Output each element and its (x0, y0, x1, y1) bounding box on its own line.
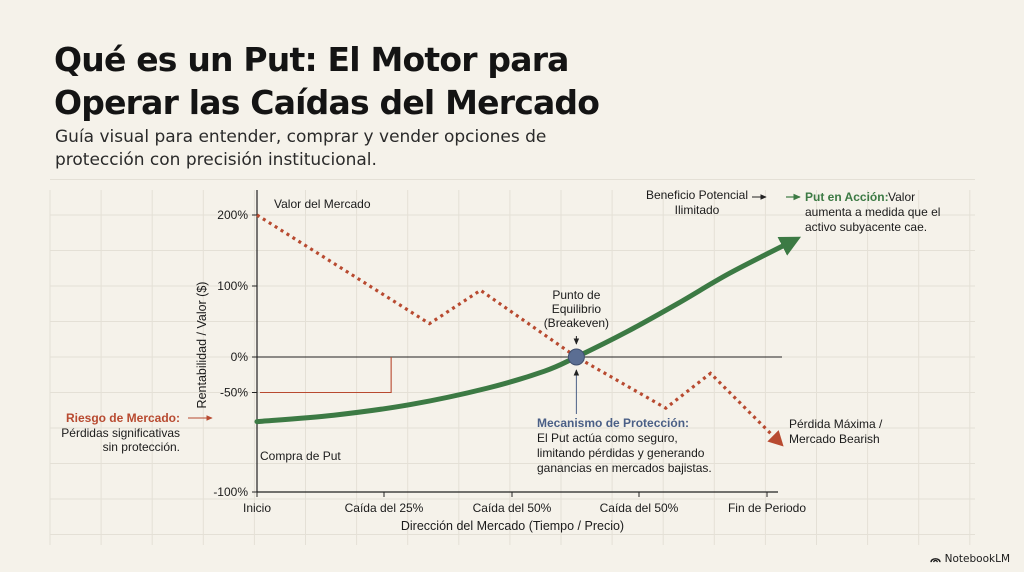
market-risk-title: Riesgo de Mercado: (66, 411, 180, 425)
protection-text-line-1: El Put actúa como seguro, (537, 431, 678, 445)
chart-ticks: 200% 100% 0% -50% -100% Inicio Caída del 25% Ca… (195, 208, 806, 533)
unlimited-benefit-label-line-1: Beneficio Potencial (646, 188, 748, 202)
y-tick-label: 0% (231, 350, 249, 364)
breakeven-label-line-3: (Breakeven) (544, 316, 609, 330)
put-payoff-line (254, 236, 802, 425)
y-tick-label: 100% (217, 279, 248, 293)
protection-text-line-3: ganancias en mercados bajistas. (537, 461, 712, 475)
chart-grid (49, 179, 975, 545)
x-tick-label: Caída del 50% (473, 501, 552, 515)
chart-series (254, 213, 802, 447)
breakeven-point (567, 348, 585, 366)
page-subtitle: Guía visual para entender, comprar y ven… (55, 127, 547, 170)
market-value-line (256, 213, 782, 445)
y-axis-label: Rentabilidad / Valor ($) (195, 282, 209, 409)
market-arrowhead (767, 430, 784, 447)
y-tick-label: -50% (220, 386, 248, 400)
chart-annotations: Valor del Mercado Compra de Put Punto deEq… (61, 188, 940, 475)
y-tick-label: -100% (213, 485, 248, 499)
put-purchase-label: Compra de Put (260, 449, 341, 463)
unlimited-benefit-label-line-2: Ilimitado (675, 203, 720, 217)
x-axis-label: Dirección del Mercado (Tiempo / Precio) (401, 519, 624, 533)
x-tick-label: Fin de Periodo (728, 501, 806, 515)
market-risk-text-line-1: Pérdidas significativas (61, 426, 180, 440)
max-loss-label-line-1: Pérdida Máxima / (789, 417, 883, 431)
breakeven-label-line-1: Punto de (552, 288, 600, 302)
max-loss-label-line-2: Mercado Bearish (789, 432, 880, 446)
market-risk-text-line-2: sin protección. (103, 440, 180, 454)
put-action-text-line-1: Valor (888, 190, 915, 204)
y-tick-label: 200% (217, 208, 248, 222)
chart-axes (256, 190, 782, 493)
protection-text-line-2: limitando pérdidas y generando (537, 446, 705, 460)
notebooklm-brand: NotebookLM (929, 553, 1010, 565)
notebooklm-logo-icon (929, 558, 941, 563)
protection-title: Mecanismo de Protección: (537, 416, 689, 430)
put-action-title: Put en Acción: (805, 190, 889, 204)
market-value-label: Valor del Mercado (274, 197, 371, 211)
x-tick-label: Caída del 25% (345, 501, 424, 515)
put-action-text-line-2: aumenta a medida que el (805, 205, 940, 219)
page-title: Qué es un Put: El Motor para Operar las … (54, 40, 600, 122)
breakeven-label-line-2: Equilibrio (552, 302, 602, 316)
risk-marker-line (260, 357, 392, 394)
put-action-text-line-3: activo subyacente cae. (805, 220, 927, 234)
brand-label: NotebookLM (944, 553, 1010, 565)
x-tick-label: Caída del 50% (600, 501, 679, 515)
x-tick-label: Inicio (243, 501, 271, 515)
